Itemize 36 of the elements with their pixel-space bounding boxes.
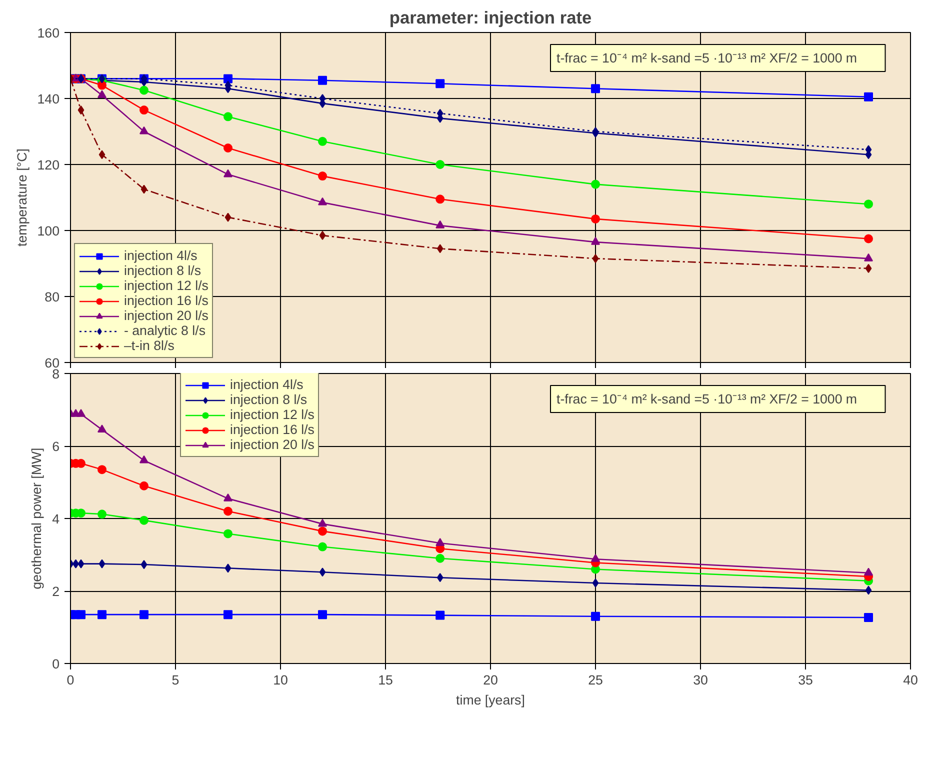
legend-label: injection 8 l/s <box>230 392 308 407</box>
x-tick-label: 25 <box>588 672 603 688</box>
y-tick-label: 4 <box>52 512 60 526</box>
legend-label: - analytic 8 l/s <box>124 323 206 338</box>
y-tick-label: 2 <box>52 584 60 599</box>
y-tick-label: 160 <box>37 26 60 40</box>
legend-label: injection 8 l/s <box>124 263 202 278</box>
x-axis-title: time [years] <box>456 692 525 708</box>
annotation: t-frac = 10⁻⁴ m² k-sand =5 ·10⁻¹³ m² XF/2 = 1000 m <box>556 392 858 406</box>
legend-label: injection 4l/s <box>230 377 304 392</box>
x-tick-label: 40 <box>903 672 918 688</box>
legend-label: –t-in 8l/s <box>124 338 174 353</box>
legend-label: injection 12 l/s <box>230 407 314 422</box>
chart-title: parameter: injection rate <box>389 8 592 28</box>
y-axis-title: temperature [°C] <box>14 148 30 246</box>
x-tick-label: 20 <box>483 672 498 688</box>
annotation: t-frac = 10⁻⁴ m² k-sand =5 ·10⁻¹³ m² XF/2 = 1000 m <box>556 50 858 66</box>
x-tick-label: 15 <box>378 672 393 688</box>
legend-label: injection 4l/s <box>124 248 198 263</box>
x-tick-label: 10 <box>273 672 288 688</box>
legend-label: injection 16 l/s <box>124 293 208 308</box>
legend-label: injection 20 l/s <box>230 437 314 452</box>
y-axis-title: geothermal power [MW] <box>29 448 44 590</box>
legend-label: injection 20 l/s <box>124 308 208 323</box>
y-tick-label: 0 <box>52 656 60 672</box>
y-tick-label: 6 <box>52 439 60 454</box>
y-tick-label: 80 <box>44 290 60 304</box>
x-tick-label: 35 <box>798 672 813 688</box>
x-tick-label: 0 <box>66 672 74 688</box>
y-tick-label: 120 <box>37 158 60 172</box>
y-tick-label: 140 <box>37 92 60 106</box>
legend-label: injection 12 l/s <box>124 278 208 293</box>
x-tick-label: 30 <box>693 672 708 688</box>
x-tick-label: 5 <box>172 672 180 688</box>
y-tick-label: 100 <box>37 224 60 238</box>
legend-label: injection 16 l/s <box>230 422 314 437</box>
